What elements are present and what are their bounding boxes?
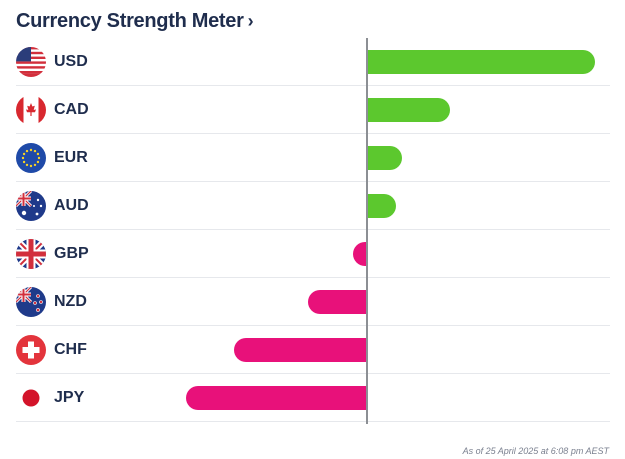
strength-bar bbox=[353, 242, 366, 266]
currency-code: EUR bbox=[54, 149, 88, 166]
strength-bar bbox=[307, 290, 366, 314]
australia-flag-icon bbox=[16, 191, 46, 221]
currency-row-cad: CAD bbox=[16, 86, 610, 134]
currency-code: NZD bbox=[54, 293, 87, 310]
currency-row-eur: EUR bbox=[16, 134, 610, 182]
canada-flag-icon bbox=[16, 95, 46, 125]
eu-flag-icon bbox=[16, 143, 46, 173]
page-title[interactable]: Currency Strength Meter › bbox=[16, 10, 254, 33]
currency-code: CHF bbox=[54, 341, 87, 358]
currency-row-aud: AUD bbox=[16, 182, 610, 230]
currency-row-gbp: GBP bbox=[16, 230, 610, 278]
currency-row-usd: USD bbox=[16, 38, 610, 86]
switzerland-flag-icon bbox=[16, 335, 46, 365]
title-label: Currency Strength Meter bbox=[16, 10, 244, 32]
currency-code: JPY bbox=[54, 389, 85, 406]
currency-code: GBP bbox=[54, 245, 89, 262]
chevron-right-icon: › bbox=[247, 11, 254, 31]
currency-row-jpy: JPY bbox=[16, 374, 610, 422]
strength-bar bbox=[233, 338, 366, 362]
strength-meter: USD CAD EUR AUD GBP NZD CHF JPY bbox=[0, 38, 625, 424]
currency-code: USD bbox=[54, 53, 88, 70]
strength-bar bbox=[366, 98, 450, 122]
currency-code: AUD bbox=[54, 197, 89, 214]
strength-bar bbox=[185, 386, 366, 410]
strength-bar bbox=[366, 146, 402, 170]
uk-flag-icon bbox=[16, 239, 46, 269]
strength-bar bbox=[366, 50, 595, 74]
strength-bar bbox=[366, 194, 397, 218]
new-zealand-flag-icon bbox=[16, 287, 46, 317]
currency-row-nzd: NZD bbox=[16, 278, 610, 326]
timestamp: As of 25 April 2025 at 6:08 pm AEST bbox=[462, 446, 609, 456]
zero-axis bbox=[366, 38, 368, 424]
currency-row-chf: CHF bbox=[16, 326, 610, 374]
currency-code: CAD bbox=[54, 101, 89, 118]
japan-flag-icon bbox=[16, 383, 46, 413]
us-flag-icon bbox=[16, 47, 46, 77]
